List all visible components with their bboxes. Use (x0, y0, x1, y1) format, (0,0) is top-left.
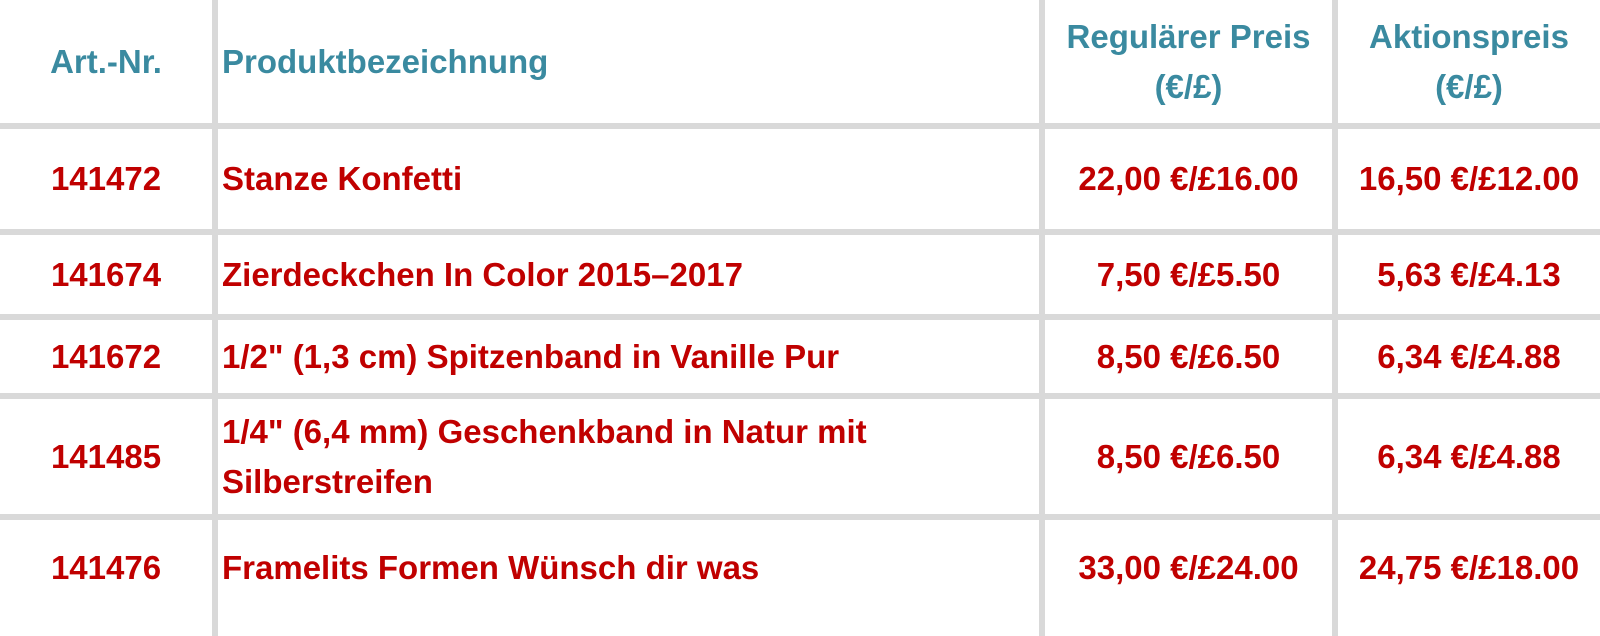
regular-price-cell: 7,50 €/£5.50 (1096, 255, 1281, 293)
row-divider (0, 314, 1600, 320)
header-regular-price-line2: (€/£) (1154, 67, 1223, 105)
table-row: 141672 1/2" (1,3 cm) Spitzenband in Vani… (0, 320, 1600, 393)
table-row: 141674 Zierdeckchen In Color 2015–2017 7… (0, 235, 1600, 314)
product-name-cell: Stanze Konfetti (222, 160, 463, 197)
product-name-cell: Zierdeckchen In Color 2015–2017 (222, 255, 743, 293)
regular-price-cell: 8,50 €/£6.50 (1096, 337, 1281, 375)
row-divider (0, 514, 1600, 520)
header-product-name: Produktbezeichnung (222, 42, 549, 80)
action-price-cell: 6,34 €/£4.88 (1377, 437, 1561, 475)
art-nr-cell: 141485 (50, 437, 162, 475)
product-name-line1: 1/4" (6,4 mm) Geschenkband in Natur mit (222, 412, 867, 450)
header-action-price-line2: (€/£) (1435, 67, 1503, 105)
header-action-price-line1: Aktionspreis (1369, 17, 1569, 55)
product-name-cell: 1/2" (1,3 cm) Spitzenband in Vanille Pur (222, 337, 840, 375)
table-header-row: Art.-Nr. Produktbezeichnung Regulärer Pr… (0, 0, 1600, 123)
header-regular-price: Regulärer Preis (€/£) (1045, 0, 1332, 123)
action-price-cell: 6,34 €/£4.88 (1377, 337, 1561, 375)
art-nr-cell: 141674 (50, 255, 162, 293)
art-nr-cell: 141472 (50, 160, 162, 197)
product-name-cell: 1/4" (6,4 mm) Geschenkband in Natur mit … (218, 399, 1018, 514)
art-nr-cell: 141476 (50, 549, 162, 586)
action-price-cell: 24,75 €/£18.00 (1358, 549, 1580, 586)
row-divider (0, 393, 1600, 399)
header-regular-price-line1: Regulärer Preis (1066, 17, 1311, 55)
row-divider (0, 229, 1600, 235)
table-row: 141472 Stanze Konfetti 22,00 €/£16.00 16… (0, 129, 1600, 229)
table-row: 141485 1/4" (6,4 mm) Geschenkband in Nat… (0, 399, 1600, 514)
regular-price-cell: 8,50 €/£6.50 (1096, 437, 1281, 475)
product-name-line2: Silberstreifen (222, 462, 433, 500)
regular-price-cell: 33,00 €/£24.00 (1078, 549, 1299, 586)
header-action-price: Aktionspreis (€/£) (1338, 0, 1600, 123)
product-name-cell: Framelits Formen Wünsch dir was (222, 549, 760, 586)
art-nr-cell: 141672 (50, 337, 162, 375)
action-price-cell: 16,50 €/£12.00 (1358, 160, 1580, 197)
header-art-nr: Art.-Nr. (50, 42, 162, 80)
table-row: 141476 Framelits Formen Wünsch dir was 3… (0, 520, 1600, 616)
regular-price-cell: 22,00 €/£16.00 (1078, 160, 1299, 197)
action-price-cell: 5,63 €/£4.13 (1377, 255, 1561, 293)
row-divider (0, 123, 1600, 129)
